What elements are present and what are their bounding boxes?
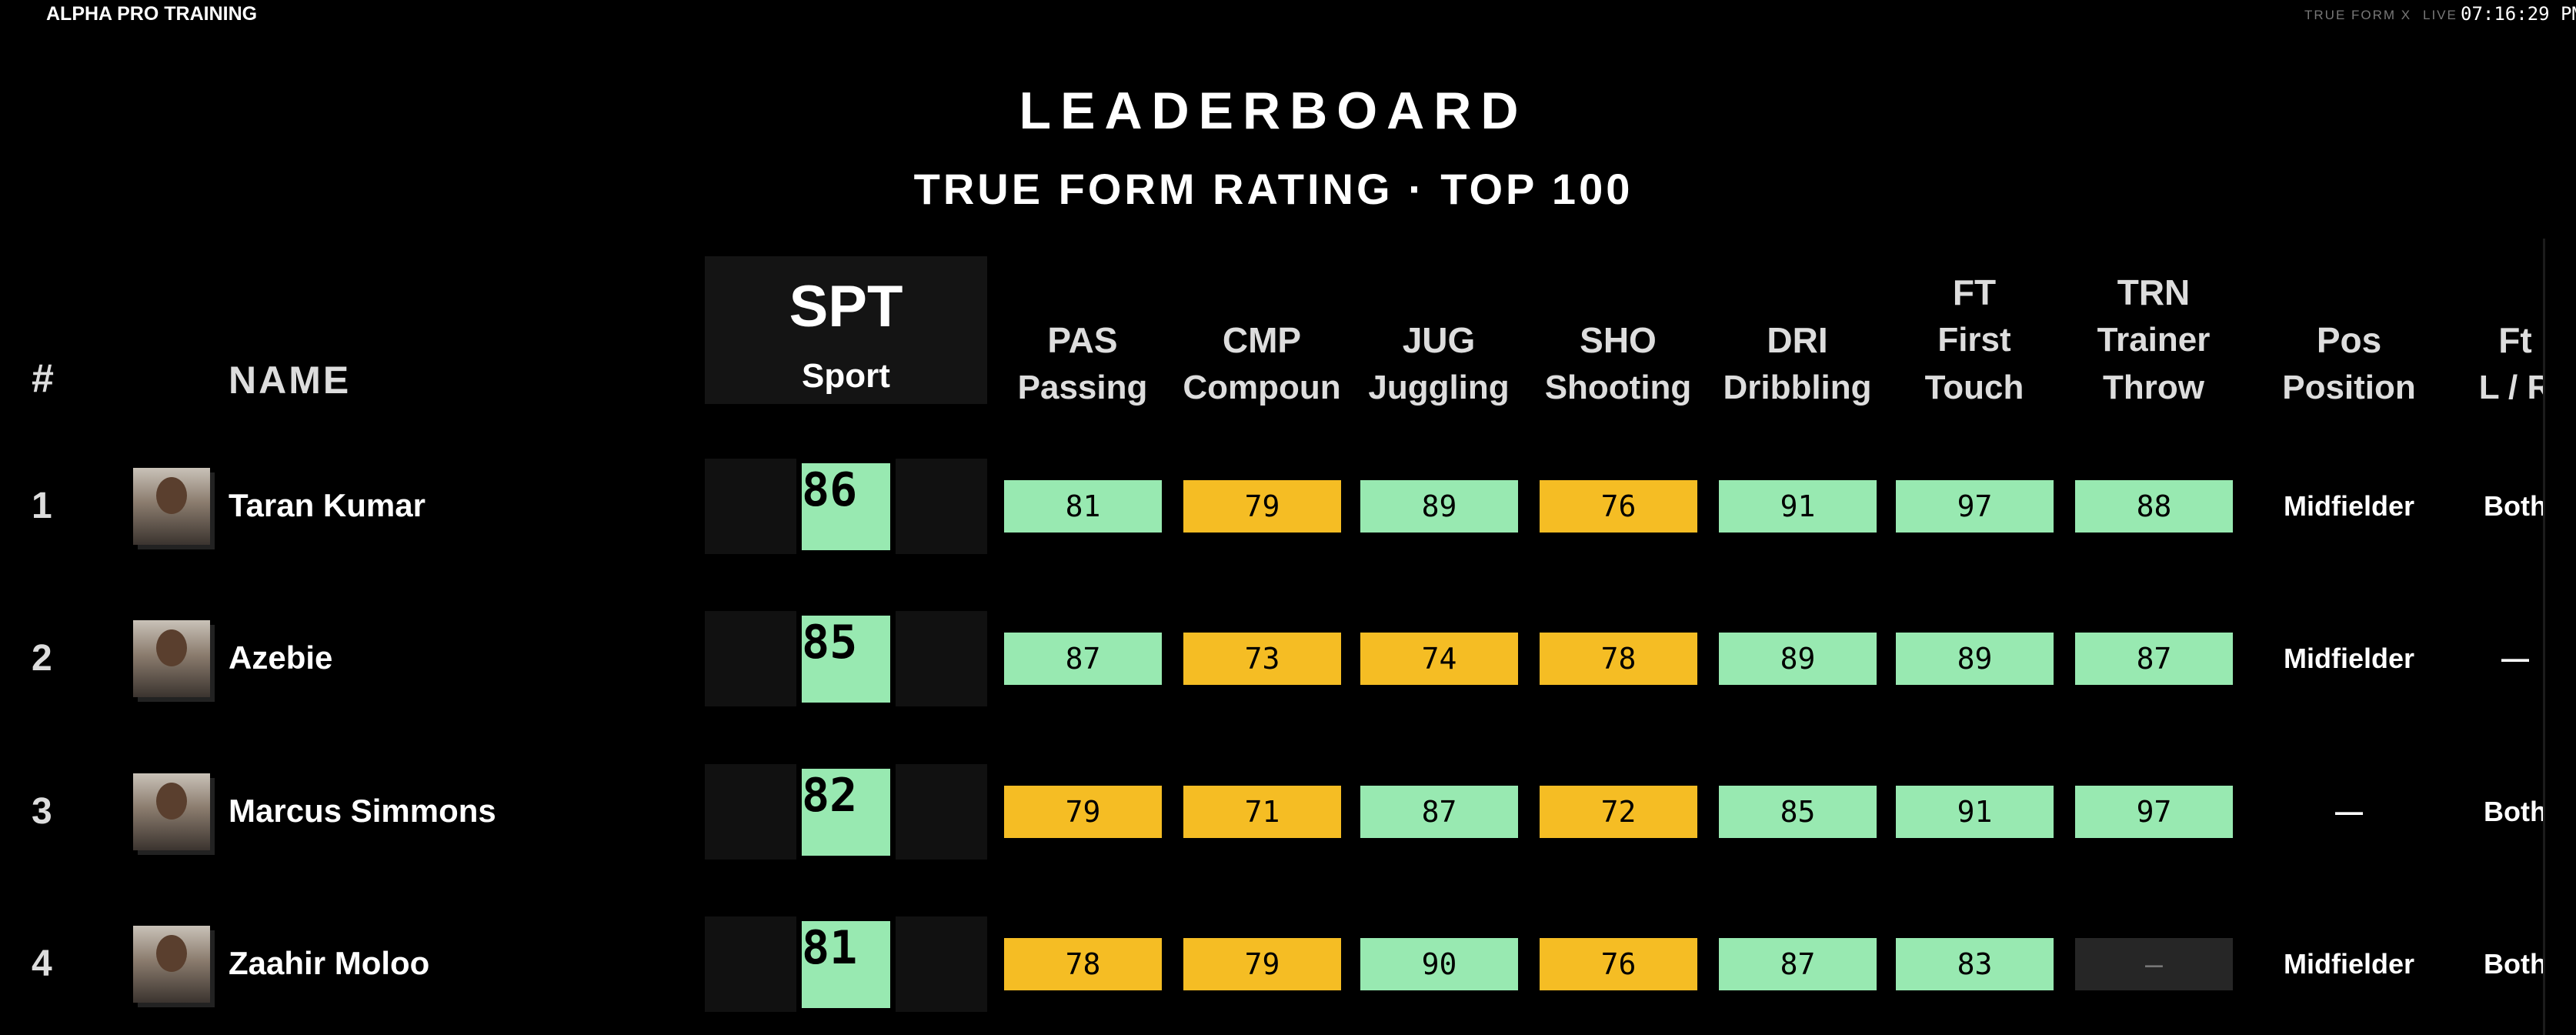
column-header: Pos Position xyxy=(2249,316,2449,412)
player-photo-head xyxy=(156,783,187,820)
stat-cell: 83 xyxy=(1896,938,2054,990)
stat-cell: 97 xyxy=(2075,786,2233,838)
stat-cell: 76 xyxy=(1540,480,1697,533)
stat-cell: 91 xyxy=(1719,480,1877,533)
column-name: Shooting xyxy=(1544,369,1692,406)
title: LEADERBOARD xyxy=(1019,82,1528,140)
column-abbr: SHO xyxy=(1580,320,1657,360)
stat-cell: 72 xyxy=(1540,786,1697,838)
spt-value c: 85 xyxy=(802,616,890,703)
column-name: Passing xyxy=(1017,369,1148,406)
column-header: JUG Juggling xyxy=(1351,316,1527,412)
rank-header: # xyxy=(32,356,54,401)
foot: Both xyxy=(2484,490,2543,522)
column-name: Trainer Throw xyxy=(2097,321,2211,406)
subtitle: TRUE FORM RATING · TOP 100 xyxy=(913,165,1633,213)
stat-cell: 79 xyxy=(1183,480,1341,533)
player-name: Zaahir Moloo xyxy=(229,945,430,981)
column-abbr: CMP xyxy=(1222,320,1302,360)
column-header: FT First Touch xyxy=(1887,269,2062,412)
column-abbr: JUG xyxy=(1402,320,1476,360)
rank: 1 xyxy=(32,486,52,526)
stat-cell: 89 xyxy=(1360,480,1518,533)
stat-cell: 87 xyxy=(1360,786,1518,838)
stat-cell: 87 xyxy=(2075,633,2233,685)
player-name: Marcus Simmons xyxy=(229,793,496,829)
rank: 2 xyxy=(32,638,52,679)
stat-cell: 91 xyxy=(1896,786,2054,838)
column-header: TRN Trainer Throw xyxy=(2066,269,2241,412)
column-name: Compoun xyxy=(1183,369,1341,406)
spt-header-abbr: SPT xyxy=(789,274,903,339)
position: Midfielder xyxy=(2283,490,2414,522)
column-name: Dribbling xyxy=(1723,369,1872,406)
stat-cell: 78 xyxy=(1540,633,1697,685)
stat-cell: 74 xyxy=(1360,633,1518,685)
scrollbar xyxy=(2543,239,2545,1035)
stat-cell: 90 xyxy=(1360,938,1518,990)
column-name: First Touch xyxy=(1924,321,2024,406)
rank: 3 xyxy=(32,791,52,832)
spt-value c: 81 xyxy=(802,921,890,1008)
column-name: L / R xyxy=(2478,369,2543,406)
stat-cell: 76 xyxy=(1540,938,1697,990)
stat-cell: 71 xyxy=(1183,786,1341,838)
player-photo-head xyxy=(156,629,187,666)
column-header: CMP Compoun xyxy=(1174,316,1350,412)
column-abbr: FT xyxy=(1952,272,1997,312)
player-name: Azebie xyxy=(229,639,333,676)
player-name: Taran Kumar xyxy=(229,487,425,523)
stat-cell: 87 xyxy=(1719,938,1877,990)
rank: 4 xyxy=(32,943,52,984)
foot: Both xyxy=(2484,796,2543,827)
clock: 07:16:29 PM xyxy=(2461,3,2576,25)
column-header: Ft L / R xyxy=(2415,316,2543,412)
stat-cell: 73 xyxy=(1183,633,1341,685)
spt-header-name: Sport xyxy=(802,357,890,395)
spt-header-bg xyxy=(705,256,987,404)
column-name: Juggling xyxy=(1368,369,1510,406)
column-header: SHO Shooting xyxy=(1530,316,1706,412)
column-header: PAS Passing xyxy=(995,316,1170,412)
stat-cell: – xyxy=(2075,938,2233,990)
stat-cell: 89 xyxy=(1719,633,1877,685)
player-photo-head xyxy=(156,477,187,514)
spt-value c: 82 xyxy=(802,769,890,856)
name-header: NAME xyxy=(229,359,352,402)
product: TRUE FORM X xyxy=(2304,8,2412,22)
stat-cell: 85 xyxy=(1719,786,1877,838)
column-name: Position xyxy=(2282,369,2416,406)
position: — xyxy=(2335,796,2363,827)
stat-cell: 97 xyxy=(1896,480,2054,533)
foot: — xyxy=(2501,643,2529,674)
column-abbr: Pos xyxy=(2316,320,2382,360)
stat-cell: 88 xyxy=(2075,480,2233,533)
column-abbr: Ft xyxy=(2498,320,2532,360)
column-abbr: DRI xyxy=(1767,320,1828,360)
column-abbr: PAS xyxy=(1047,320,1118,360)
column-header: DRI Dribbling xyxy=(1710,316,1885,412)
column-abbr: TRN xyxy=(2117,272,2191,312)
stat-cell: 89 xyxy=(1896,633,2054,685)
stat-cell: 79 xyxy=(1183,938,1341,990)
brand: ALPHA PRO TRAINING xyxy=(46,3,258,25)
foot: Both xyxy=(2484,948,2543,980)
position: Midfielder xyxy=(2283,643,2414,674)
live-indicator: LIVE xyxy=(2423,8,2458,22)
spt-value c: 86 xyxy=(802,463,890,550)
stat-cell: 87 xyxy=(1004,633,1162,685)
stat-cell: 79 xyxy=(1004,786,1162,838)
position: Midfielder xyxy=(2283,948,2414,980)
stat-cell: 78 xyxy=(1004,938,1162,990)
stat-cell: 81 xyxy=(1004,480,1162,533)
player-photo-head xyxy=(156,935,187,972)
